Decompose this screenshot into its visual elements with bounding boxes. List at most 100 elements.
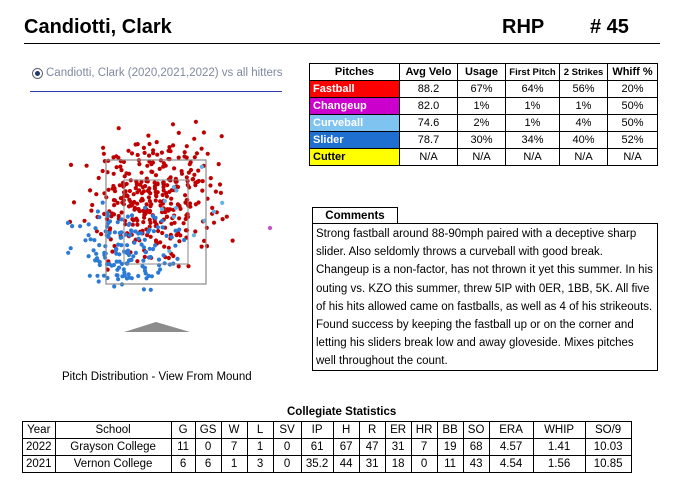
stat-cell: 1.41: [532, 438, 586, 456]
slider-pitch-dot: [141, 258, 146, 263]
fastball-pitch-dot: [112, 198, 117, 203]
fastball-pitch-dot: [111, 171, 116, 176]
slider-pitch-dot: [70, 224, 75, 229]
fastball-pitch-dot: [88, 188, 93, 193]
fastball-pitch-dot: [184, 175, 189, 180]
slider-pitch-dot: [182, 237, 187, 243]
slider-pitch-dot: [155, 225, 160, 230]
fastball-pitch-dot: [122, 174, 127, 179]
fastball-pitch-dot: [172, 220, 177, 225]
slider-pitch-dot: [177, 227, 182, 232]
fastball-pitch-dot: [144, 202, 149, 207]
slider-pitch-dot: [160, 218, 165, 223]
fastball-pitch-dot: [155, 181, 160, 186]
usage: 1%: [457, 97, 506, 115]
pitch-name: Curveball: [309, 114, 400, 132]
fastball-pitch-dot: [111, 155, 116, 160]
fastball-pitch-dot: [135, 259, 140, 264]
fastball-pitch-dot: [158, 203, 163, 208]
fastball-pitch-dot: [185, 197, 190, 202]
slider-pitch-dot: [97, 262, 102, 268]
fastball-pitch-dot: [148, 191, 153, 196]
fastball-pitch-dot: [220, 217, 225, 222]
fastball-pitch-dot: [118, 164, 123, 169]
home-plate: [124, 322, 190, 332]
hitter-filter-selector[interactable]: Candiotti, Clark (2020,2021,2022) vs all…: [30, 66, 283, 92]
fastball-pitch-dot: [82, 218, 87, 223]
throwing-hand: RHP: [502, 16, 545, 38]
two-strikes: 1%: [559, 97, 608, 115]
fastball-pitch-dot: [153, 198, 158, 203]
fastball-pitch-dot: [139, 191, 145, 196]
fastball-pitch-dot: [164, 214, 170, 219]
fastball-pitch-dot: [141, 208, 146, 213]
stat-cell: Grayson College: [54, 438, 172, 456]
fastball-pitch-dot: [110, 186, 115, 191]
stat-cell: 2022: [22, 438, 56, 456]
slider-pitch-dot: [148, 254, 153, 260]
fastball-pitch-dot: [177, 216, 182, 221]
collegiate-stats-table: Year School G GS W L SV IP H R ER HR BB …: [22, 421, 632, 473]
slider-pitch-dot: [112, 284, 117, 289]
slider-pitch-dot: [136, 231, 141, 236]
stat-cell: Vernon College: [54, 455, 172, 473]
fastball-pitch-dot: [150, 169, 155, 175]
slider-pitch-dot: [116, 277, 121, 282]
fastball-pitch-dot: [219, 134, 224, 139]
fastball-pitch-dot: [145, 233, 150, 238]
slider-pitch-dot: [147, 246, 152, 251]
slider-pitch-dot: [96, 279, 101, 284]
fastball-pitch-dot: [230, 238, 235, 243]
slider-pitch-dot: [106, 220, 111, 226]
fastball-pitch-dot: [193, 119, 198, 124]
fastball-pitch-dot: [132, 205, 137, 210]
stats-col-whip: WHIP: [532, 421, 586, 439]
radio-selected-icon[interactable]: [32, 68, 43, 79]
slider-pitch-dot: [133, 250, 138, 255]
fastball-pitch-dot: [171, 253, 176, 259]
curveball-pitch-dot: [199, 164, 204, 169]
fastball-pitch-dot: [155, 190, 160, 195]
fastball-pitch-dot: [175, 202, 180, 207]
avg-velo: 82.0: [399, 97, 458, 115]
stat-cell: 43: [462, 455, 490, 473]
fastball-pitch-dot: [190, 177, 195, 182]
fastball-pitch-dot: [196, 168, 201, 173]
fastball-pitch-dot: [156, 228, 161, 234]
fastball-pitch-dot: [155, 152, 160, 157]
stat-cell: 2021: [22, 455, 56, 473]
fastball-pitch-dot: [171, 143, 176, 148]
slider-pitch-dot: [128, 257, 133, 263]
stats-col-w: W: [220, 421, 248, 439]
stats-col-year: Year: [22, 421, 56, 439]
stat-cell: 0: [194, 438, 222, 456]
stat-cell: 10.03: [584, 438, 632, 456]
fastball-pitch-dot: [119, 210, 124, 215]
fastball-pitch-dot: [172, 166, 177, 171]
stat-cell: 6: [170, 455, 196, 473]
slider-pitch-dot: [146, 273, 151, 278]
slider-pitch-dot: [116, 242, 121, 247]
slider-pitch-dot: [132, 240, 137, 245]
slider-pitch-dot: [97, 215, 102, 220]
whiff: 20%: [607, 80, 658, 98]
fastball-pitch-dot: [166, 148, 171, 153]
stats-col-l: L: [246, 421, 274, 439]
slider-pitch-dot: [114, 251, 119, 256]
avg-velo: 74.6: [399, 114, 458, 132]
slider-pitch-dot: [101, 273, 107, 278]
pitch-name: Changeup: [309, 97, 400, 115]
first-pitch: N/A: [505, 148, 560, 166]
fastball-pitch-dot: [94, 192, 99, 197]
fastball-pitch-dot: [84, 163, 89, 168]
stat-cell: 7: [410, 438, 438, 456]
slider-pitch-dot: [149, 274, 154, 279]
fastball-pitch-dot: [179, 169, 184, 174]
fastball-pitch-dot: [112, 203, 117, 208]
fastball-pitch-dot: [89, 208, 94, 213]
fastball-pitch-dot: [135, 218, 140, 223]
slider-pitch-dot: [117, 230, 122, 236]
stats-col-er: ER: [384, 421, 412, 439]
slider-pitch-dot: [151, 229, 156, 234]
fastball-pitch-dot: [200, 179, 205, 184]
